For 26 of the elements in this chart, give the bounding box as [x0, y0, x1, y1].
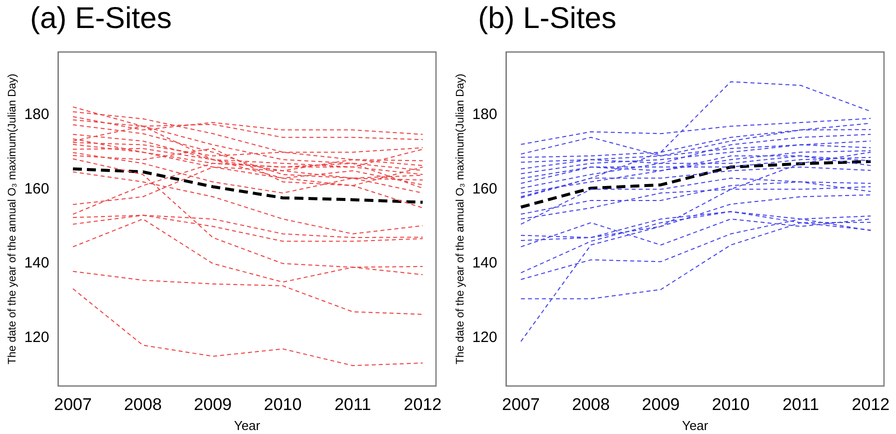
x-tick-label: 2008: [572, 394, 610, 414]
y-axis-title: The date of the year of the annual O₃ maximum(Julian Day): [6, 74, 19, 364]
y-tick-label: 120: [472, 328, 498, 346]
y-tick-label: 180: [24, 106, 50, 124]
y-tick-label: 120: [24, 328, 50, 346]
x-tick-label: 2012: [404, 394, 442, 414]
x-tick-label: 2010: [264, 394, 302, 414]
y-tick-label: 140: [472, 254, 498, 272]
y-axis-title: The date of the year of the annual O₃ maximum(Julian Day): [454, 74, 467, 364]
chart-title: (b) L-Sites: [478, 2, 616, 36]
chart-title: (a) E-Sites: [30, 2, 172, 36]
x-axis-title: Year: [682, 418, 709, 433]
x-tick-label: 2007: [54, 394, 92, 414]
x-tick-label: 2010: [712, 394, 750, 414]
x-tick-label: 2009: [194, 394, 232, 414]
y-tick-label: 180: [472, 106, 498, 124]
x-tick-label: 2012: [852, 394, 890, 414]
y-tick-label: 160: [472, 180, 498, 198]
x-tick-label: 2011: [782, 394, 820, 414]
x-axis-title: Year: [234, 418, 261, 433]
x-tick-label: 2007: [502, 394, 540, 414]
x-tick-label: 2009: [642, 394, 680, 414]
y-tick-label: 140: [24, 254, 50, 272]
x-tick-label: 2011: [334, 394, 372, 414]
y-tick-label: 160: [24, 180, 50, 198]
x-tick-label: 2008: [124, 394, 162, 414]
